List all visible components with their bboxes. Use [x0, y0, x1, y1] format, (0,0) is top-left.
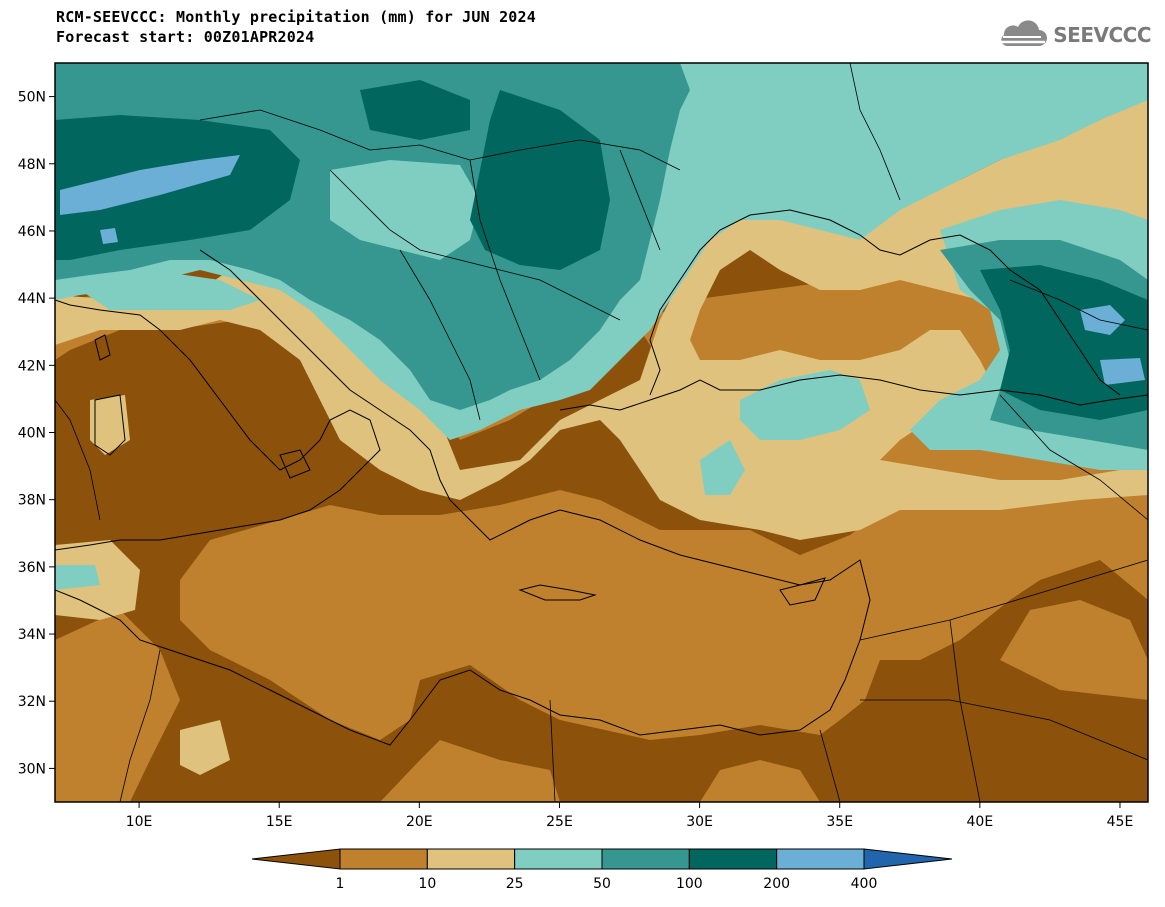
lat-tick-label: 30N: [18, 761, 46, 777]
lon-tick-label: 10E: [126, 814, 153, 830]
colorbar-label: 25: [506, 876, 524, 892]
colorbar-label: 200: [763, 876, 790, 892]
latitude-axis: 50N 48N 46N 44N 42N 40N 38N 36N 34N 32N 30N: [18, 90, 55, 777]
colorbar-box: [426, 848, 516, 870]
lon-tick-label: 15E: [266, 814, 293, 830]
colorbar: 1 10 25 50 100 200 400: [251, 848, 953, 892]
seevccc-logo: SEEVCCC: [995, 20, 1151, 50]
lat-tick-label: 40N: [18, 426, 46, 442]
lat-tick-label: 34N: [18, 627, 46, 643]
colorbar-label: 1: [336, 876, 345, 892]
lon-tick-label: 20E: [406, 814, 433, 830]
lat-tick-label: 48N: [18, 157, 46, 173]
lon-tick-label: 45E: [1107, 814, 1134, 830]
lon-tick-label: 25E: [546, 814, 573, 830]
colorbar-box: [776, 848, 865, 870]
lon-tick-label: 30E: [686, 814, 713, 830]
lat-tick-label: 42N: [18, 358, 46, 374]
lat-tick-label: 46N: [18, 224, 46, 240]
colorbar-over-triangle: [863, 848, 953, 870]
colorbar-label: 100: [676, 876, 703, 892]
lon-tick-label: 40E: [967, 814, 994, 830]
lat-tick-label: 50N: [18, 90, 46, 106]
colorbar-box: [688, 848, 778, 870]
colorbar-box: [339, 848, 428, 870]
colorbar-box: [601, 848, 690, 870]
map-title: RCM-SEEVCCC: Monthly precipitation (mm) …: [56, 8, 536, 26]
country-borders: [55, 63, 1148, 802]
precipitation-field: [55, 63, 1148, 802]
coastlines: [55, 209, 1148, 746]
colorbar-label: 10: [418, 876, 436, 892]
forecast-start: Forecast start: 00Z01APR2024: [56, 28, 315, 46]
lat-tick-label: 36N: [18, 560, 46, 576]
colorbar-under-triangle: [251, 848, 341, 870]
longitude-axis: 10E 15E 20E 25E 30E 35E 40E 45E: [126, 802, 1134, 830]
logo-text: SEEVCCC: [1053, 23, 1151, 47]
lon-tick-label: 35E: [826, 814, 853, 830]
cloud-icon: [999, 20, 1048, 46]
lat-tick-label: 38N: [18, 493, 46, 509]
colorbar-label: 400: [851, 876, 878, 892]
colorbar-box: [514, 848, 603, 870]
lat-tick-label: 32N: [18, 694, 46, 710]
colorbar-label: 50: [593, 876, 611, 892]
lat-tick-label: 44N: [18, 291, 46, 307]
